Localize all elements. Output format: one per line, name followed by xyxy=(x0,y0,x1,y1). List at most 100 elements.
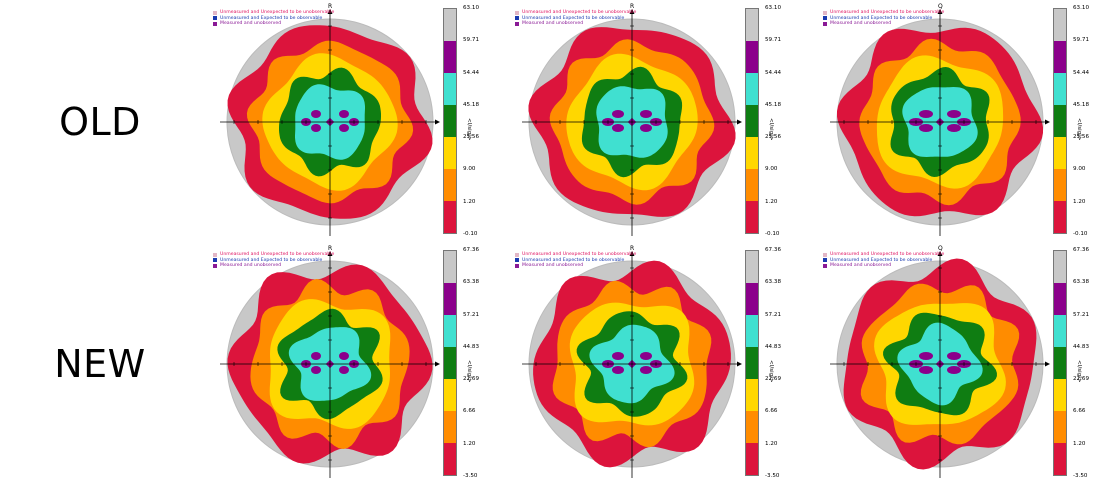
colorbar-segment xyxy=(1054,201,1066,233)
y-axis-label: Q xyxy=(938,245,943,252)
horizontal-axis-arrow xyxy=(435,119,440,125)
colorbar-tick-label: 67.36 xyxy=(765,247,782,253)
legend-swatch xyxy=(213,252,217,257)
legend-swatch xyxy=(823,258,827,263)
colorbar-segment xyxy=(746,105,758,137)
colorbar-tick-label: 1.20 xyxy=(463,440,476,447)
colorbar xyxy=(1053,250,1067,476)
legend-swatch xyxy=(823,263,827,268)
vertical-axis-arrow xyxy=(327,9,333,14)
legend-item: Unmeasured and Expected to be observable xyxy=(823,258,944,264)
colorbar-segment xyxy=(444,201,456,233)
y-axis-label: Q xyxy=(938,3,943,10)
colorbar-segment xyxy=(1054,41,1066,73)
colorbar-segment xyxy=(746,347,758,379)
colorbar-segment xyxy=(444,9,456,41)
legend-item: Unmeasured and Expected to be observable xyxy=(213,16,334,22)
colorbar xyxy=(745,250,759,476)
colorbar-title: <I/sigI> xyxy=(1076,360,1082,383)
legend-swatch xyxy=(823,252,827,257)
colorbar-segment xyxy=(746,41,758,73)
legend-swatch xyxy=(515,258,519,263)
colorbar-tick-label: 45.18 xyxy=(463,101,480,108)
legend-label: Unmeasured and Expected to be observable xyxy=(830,15,933,21)
colorbar-segment xyxy=(746,169,758,201)
colorbar-tick-label: 25.56 xyxy=(765,134,782,141)
colorbar-segment xyxy=(1054,9,1066,41)
purple-peak-region xyxy=(339,352,349,360)
colorbar xyxy=(443,250,457,476)
colorbar-tick-label: -0.10 xyxy=(1073,231,1088,237)
colorbar-tick-label: 6.66 xyxy=(463,408,476,415)
purple-peak-region xyxy=(919,366,933,374)
legend-item: Unmeasured and Expected to be observable xyxy=(823,16,944,22)
colorbar-tick-label: 63.38 xyxy=(1073,279,1090,286)
legend: Unmeasured and Unexpected to be unobserv… xyxy=(823,252,944,269)
legend: Unmeasured and Unexpected to be unobserv… xyxy=(823,10,944,27)
legend-label: Unmeasured and Expected to be observable xyxy=(830,257,933,263)
purple-peak-region xyxy=(612,352,624,360)
colorbar-segment xyxy=(444,41,456,73)
colorbar-segment xyxy=(746,411,758,443)
purple-peak-region xyxy=(947,352,961,360)
purple-peak-region xyxy=(640,366,652,374)
legend-label: Measured and unobserved xyxy=(522,21,584,27)
plot-panel-old-1: QRUnmeasured and Unexpected to be unobse… xyxy=(210,0,510,240)
legend-label: Unmeasured and Expected to be observable xyxy=(220,15,323,21)
colorbar-segment xyxy=(1054,169,1066,201)
colorbar-tick-label: 1.20 xyxy=(1073,440,1086,447)
horizontal-axis-arrow xyxy=(1045,119,1050,125)
colorbar-tick-label: 9.00 xyxy=(1073,166,1086,173)
purple-peak-region xyxy=(947,366,961,374)
reciprocal-space-plot: QR xyxy=(220,3,440,236)
legend-item: Unmeasured and Unexpected to be unobserv… xyxy=(823,252,944,258)
colorbar-title: <I/sigI> xyxy=(768,118,774,141)
colorbar-tick-label: 63.38 xyxy=(765,279,782,286)
legend-label: Unmeasured and Unexpected to be unobserv… xyxy=(522,252,637,257)
colorbar-tick-label: 45.18 xyxy=(1073,101,1090,108)
colorbar-segment xyxy=(746,201,758,233)
colorbar-tick-label: 67.36 xyxy=(463,247,480,253)
y-axis-label: R xyxy=(328,245,332,252)
colorbar xyxy=(745,8,759,234)
legend: Unmeasured and Unexpected to be unobserv… xyxy=(515,252,636,269)
colorbar-tick-label: 22.69 xyxy=(1073,376,1090,383)
legend-swatch xyxy=(823,16,827,21)
legend-swatch xyxy=(213,16,217,21)
purple-peak-region xyxy=(919,124,933,132)
legend-item: Measured and unobserved xyxy=(515,263,636,269)
legend-item: Unmeasured and Unexpected to be unobserv… xyxy=(515,252,636,258)
reciprocal-space-plot: PR xyxy=(522,245,742,478)
colorbar-segment xyxy=(444,283,456,315)
colorbar-segment xyxy=(746,251,758,283)
colorbar-tick-label: 54.44 xyxy=(765,69,782,76)
colorbar-tick-label: 67.36 xyxy=(1073,247,1090,253)
colorbar-tick-label: 57.21 xyxy=(463,311,480,318)
colorbar-tick-label: 63.10 xyxy=(463,5,480,11)
legend-swatch xyxy=(823,21,827,26)
colorbar-tick-label: 6.66 xyxy=(1073,408,1086,415)
legend-label: Measured and unobserved xyxy=(830,263,892,269)
colorbar-segment xyxy=(444,379,456,411)
reciprocal-space-plot: PQ xyxy=(830,245,1050,478)
colorbar-segment xyxy=(1054,379,1066,411)
legend-item: Unmeasured and Expected to be observable xyxy=(213,258,334,264)
legend-item: Measured and unobserved xyxy=(213,263,334,269)
legend-label: Measured and unobserved xyxy=(522,263,584,269)
y-axis-label: R xyxy=(630,245,634,252)
purple-peak-region xyxy=(612,366,624,374)
colorbar-tick-label: 44.83 xyxy=(765,343,782,350)
colorbar-tick-label: 54.44 xyxy=(463,69,480,76)
purple-peak-region xyxy=(339,366,349,374)
legend-label: Unmeasured and Unexpected to be unobserv… xyxy=(830,252,945,257)
purple-peak-region xyxy=(311,110,321,118)
legend-label: Unmeasured and Unexpected to be unobserv… xyxy=(220,10,335,15)
colorbar-segment xyxy=(1054,137,1066,169)
legend-item: Unmeasured and Unexpected to be unobserv… xyxy=(213,252,334,258)
legend-label: Unmeasured and Unexpected to be unobserv… xyxy=(522,10,637,15)
legend-swatch xyxy=(213,263,217,268)
legend-swatch xyxy=(515,252,519,257)
plot-panel-new-2: PRUnmeasured and Unexpected to be unobse… xyxy=(512,242,812,482)
colorbar-title: <I/sigI> xyxy=(1076,118,1082,141)
legend-item: Unmeasured and Unexpected to be unobserv… xyxy=(515,10,636,16)
